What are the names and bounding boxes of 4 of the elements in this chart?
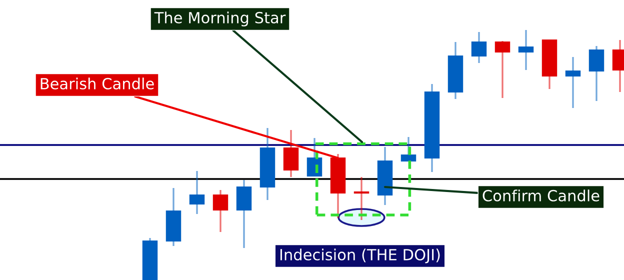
annotation: Indecision (THE DOJI) [280,248,440,264]
annotation: Confirm Candle [482,190,600,202]
text: The Morning Star [154,12,286,26]
annotation: Bearish Candle [40,78,154,90]
